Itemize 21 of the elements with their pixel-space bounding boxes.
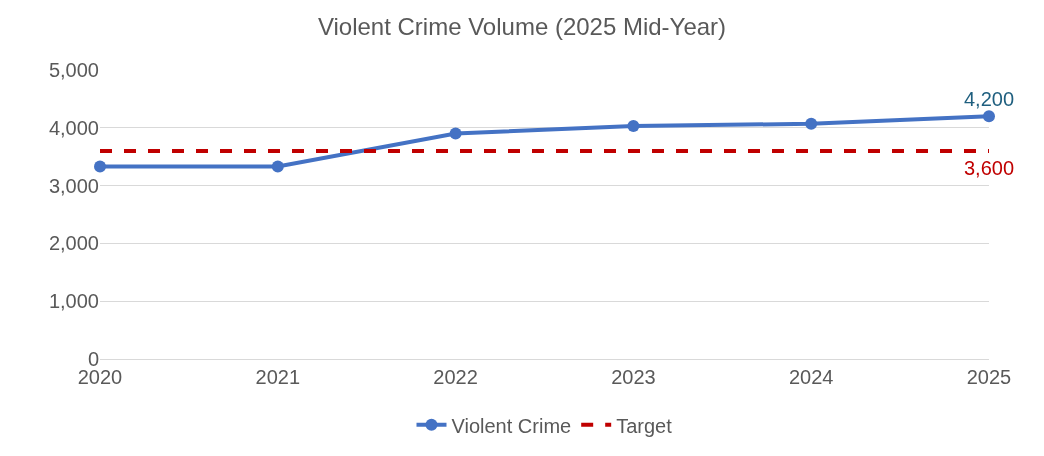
data-label: 3,600 [964,157,1015,179]
x-tick-label: 2025 [966,366,1012,388]
x-tick-label: 2021 [255,366,301,388]
data-label: 4,200 [964,88,1015,110]
y-tick-label: 5,000 [48,59,99,81]
x-tick-label: 2022 [433,366,478,388]
legend-label: Target [616,414,673,437]
y-tick-label: 2,000 [48,232,99,255]
legend-label: Violent Crime [451,414,572,437]
y-tick-label: 3,000 [48,174,99,197]
point [449,127,462,140]
y-tick-label: 4,000 [48,116,99,139]
point [983,110,995,123]
point [805,117,818,130]
point [627,120,640,133]
point [271,160,284,173]
x-tick-label: 2023 [611,366,656,388]
y-tick-label: 1,000 [48,290,99,313]
chart-title: Violent Crime Volume (2025 Mid-Year) [317,13,727,41]
x-tick-label: 2024 [788,366,834,388]
point [94,160,106,173]
